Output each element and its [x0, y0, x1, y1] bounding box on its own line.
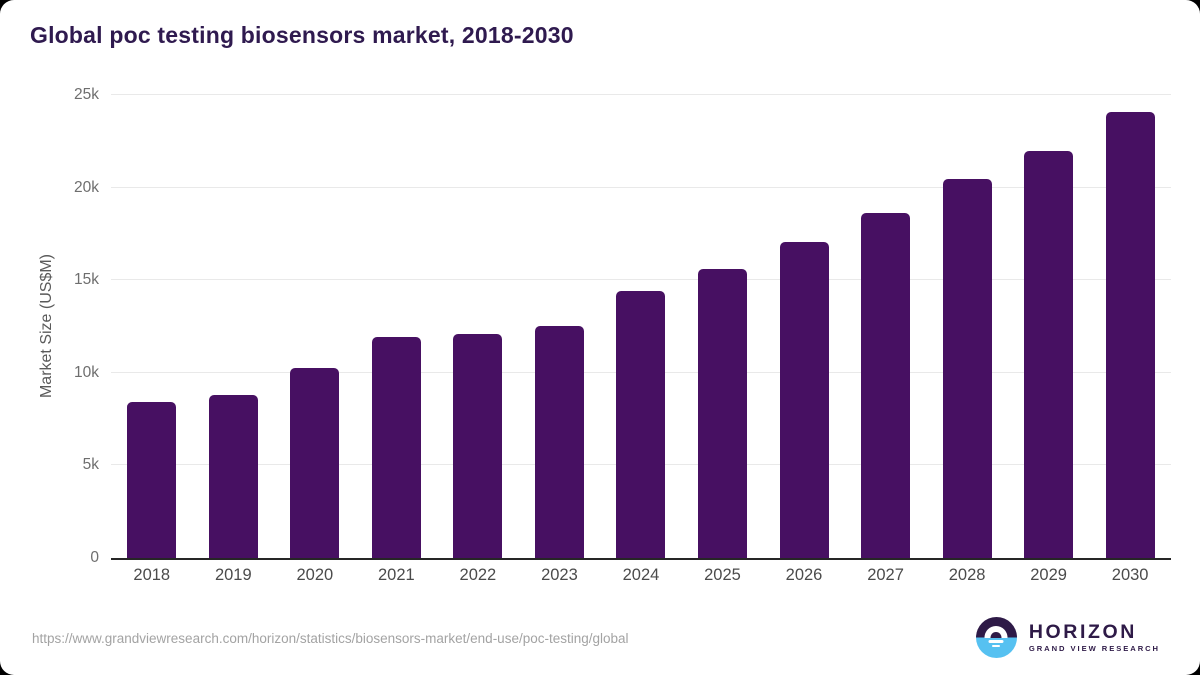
logo-subtitle: GRAND VIEW RESEARCH	[1028, 644, 1160, 653]
x-label-2020: 2020	[296, 566, 334, 584]
bar-2018	[127, 401, 177, 558]
bar-2024	[616, 291, 666, 558]
x-label-2029: 2029	[1030, 566, 1067, 584]
gridline-20k	[111, 186, 1171, 188]
source-url: https://www.grandviewresearch.com/horizo…	[32, 631, 629, 646]
y-tick-5k: 5k	[82, 456, 99, 474]
bar-slot-2020	[274, 95, 356, 558]
bars-container	[111, 95, 1171, 558]
chart-title: Global poc testing biosensors market, 20…	[30, 22, 574, 48]
x-label-2021: 2021	[378, 566, 415, 584]
y-tick-20k: 20k	[74, 178, 99, 196]
y-tick-10k: 10k	[74, 363, 99, 381]
logo-sun-shape	[984, 626, 1008, 638]
bar-2019	[208, 395, 258, 558]
x-label-2024: 2024	[622, 566, 660, 584]
bar-slot-2018	[111, 95, 193, 558]
horizon-logo-icon	[975, 617, 1017, 658]
bar-slot-2030	[1089, 95, 1171, 558]
gridline-25k	[111, 94, 1171, 95]
plot-area	[111, 94, 1171, 560]
horizon-logo: HORIZON GRAND VIEW RESEARCH	[975, 617, 1160, 658]
bar-2021	[371, 336, 421, 558]
x-label-2030: 2030	[1111, 566, 1149, 584]
x-label-2022: 2022	[459, 566, 497, 584]
y-tick-15k: 15k	[74, 271, 99, 289]
logo-water-stripe	[988, 640, 1004, 643]
bar-slot-2029	[1008, 95, 1090, 558]
x-label-2028: 2028	[948, 566, 986, 584]
x-label-2018: 2018	[133, 566, 171, 584]
bar-slot-2019	[193, 95, 275, 558]
x-label-2027: 2027	[867, 566, 904, 584]
y-tick-0: 0	[90, 549, 99, 566]
bar-slot-2022	[437, 95, 519, 558]
bar-2022	[453, 333, 503, 558]
logo-text: HORIZON GRAND VIEW RESEARCH	[1029, 622, 1160, 653]
bar-2028	[942, 179, 992, 558]
bar-slot-2024	[600, 95, 682, 558]
bar-slot-2021	[356, 95, 438, 558]
bar-2026	[779, 242, 829, 558]
bar-2023	[534, 325, 584, 558]
bar-slot-2025	[682, 95, 764, 558]
bar-slot-2028	[926, 95, 1008, 558]
bar-slot-2026	[763, 95, 845, 558]
logo-water-stripe	[992, 644, 1001, 648]
x-label-2023: 2023	[541, 566, 578, 584]
x-axis-labels: 2018 2019 2020 2021 2022 2023 2024 2025 2026 2027…	[111, 566, 1171, 585]
y-tick-25k: 25k	[74, 86, 99, 103]
logo-sun-hole	[990, 632, 1002, 638]
bar-2025	[697, 269, 747, 558]
gridline-15k	[111, 279, 1171, 281]
bar-2029	[1024, 150, 1074, 558]
logo-name: HORIZON	[1028, 621, 1137, 643]
bar-2020	[290, 368, 340, 558]
x-label-2025: 2025	[704, 566, 741, 584]
bar-slot-2023	[519, 95, 601, 558]
y-axis-ticks: 0 5k 10k 15k 20k 25k	[0, 86, 99, 566]
bar-2027	[861, 212, 911, 558]
x-label-2019: 2019	[214, 566, 252, 584]
x-label-2026: 2026	[785, 566, 823, 584]
bar-slot-2027	[845, 95, 927, 558]
bar-2030	[1105, 111, 1155, 558]
